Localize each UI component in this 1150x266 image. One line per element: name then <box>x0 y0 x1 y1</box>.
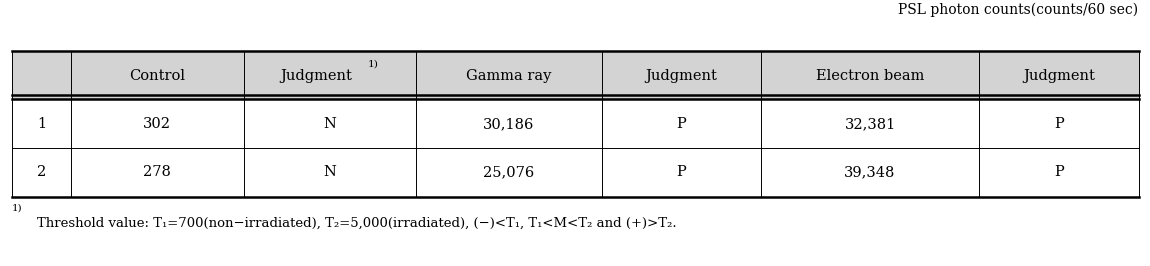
Text: 1: 1 <box>37 117 46 131</box>
Text: 32,381: 32,381 <box>844 117 896 131</box>
Text: 39,348: 39,348 <box>844 165 896 179</box>
Text: 1): 1) <box>12 204 22 213</box>
Text: PSL photon counts(counts/60 sec): PSL photon counts(counts/60 sec) <box>898 3 1138 17</box>
Text: 30,186: 30,186 <box>483 117 535 131</box>
Text: P: P <box>676 165 685 179</box>
Bar <box>12 100 1138 148</box>
Text: N: N <box>323 165 336 179</box>
Text: 278: 278 <box>144 165 171 179</box>
Text: N: N <box>323 117 336 131</box>
Text: 2: 2 <box>37 165 46 179</box>
Text: 25,076: 25,076 <box>483 165 535 179</box>
Text: Control: Control <box>129 69 185 82</box>
Bar <box>12 51 1138 100</box>
Text: Judgment: Judgment <box>645 69 716 82</box>
Bar <box>12 148 1138 197</box>
Text: Threshold value: T₁=700(non−irradiated), T₂=5,000(irradiated), (−)<T₁, T₁<M<T₂ a: Threshold value: T₁=700(non−irradiated),… <box>37 216 676 229</box>
Text: Electron beam: Electron beam <box>815 69 925 82</box>
Text: Gamma ray: Gamma ray <box>466 69 551 82</box>
Text: Judgment: Judgment <box>279 69 352 82</box>
Text: Judgment: Judgment <box>1024 69 1095 82</box>
Text: 1): 1) <box>368 60 378 69</box>
Text: P: P <box>1055 165 1064 179</box>
Text: P: P <box>676 117 685 131</box>
Text: P: P <box>1055 117 1064 131</box>
Text: 302: 302 <box>144 117 171 131</box>
